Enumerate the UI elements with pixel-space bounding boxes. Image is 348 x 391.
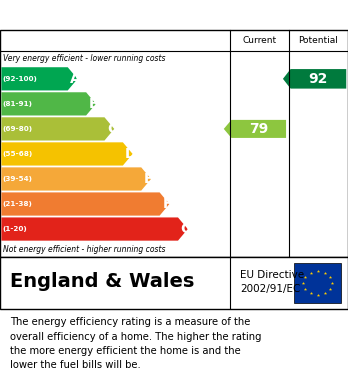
Text: (92-100): (92-100) — [3, 76, 38, 82]
Text: England & Wales: England & Wales — [10, 273, 195, 291]
Polygon shape — [1, 67, 78, 90]
Text: Not energy efficient - higher running costs: Not energy efficient - higher running co… — [3, 245, 166, 254]
Text: F: F — [163, 197, 172, 211]
Text: The energy efficiency rating is a measure of the
overall efficiency of a home. T: The energy efficiency rating is a measur… — [10, 317, 262, 370]
Text: Current: Current — [242, 36, 276, 45]
Text: (21-38): (21-38) — [3, 201, 33, 207]
Text: (69-80): (69-80) — [3, 126, 33, 132]
Text: B: B — [88, 97, 99, 111]
Polygon shape — [224, 120, 286, 138]
Text: Very energy efficient - lower running costs: Very energy efficient - lower running co… — [3, 54, 166, 63]
Text: (81-91): (81-91) — [3, 101, 33, 107]
Text: EU Directive
2002/91/EC: EU Directive 2002/91/EC — [240, 270, 304, 294]
Text: Potential: Potential — [299, 36, 338, 45]
Text: (55-68): (55-68) — [3, 151, 33, 157]
Bar — [294, 263, 341, 303]
Polygon shape — [1, 192, 169, 215]
Text: G: G — [180, 222, 191, 236]
Text: (1-20): (1-20) — [3, 226, 27, 232]
Text: D: D — [125, 147, 136, 161]
Polygon shape — [1, 117, 114, 140]
Text: E: E — [144, 172, 154, 186]
Text: C: C — [107, 122, 117, 136]
Polygon shape — [1, 167, 151, 190]
Polygon shape — [283, 69, 346, 89]
Text: (39-54): (39-54) — [3, 176, 33, 182]
Polygon shape — [1, 92, 96, 115]
Text: 92: 92 — [309, 72, 328, 86]
Text: A: A — [70, 72, 81, 86]
Text: Energy Efficiency Rating: Energy Efficiency Rating — [10, 7, 220, 23]
Polygon shape — [1, 217, 188, 240]
Polygon shape — [1, 142, 133, 165]
Text: 79: 79 — [249, 122, 268, 136]
